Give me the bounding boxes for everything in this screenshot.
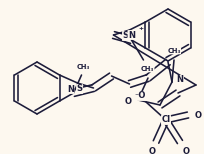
- Text: S: S: [76, 85, 82, 93]
- Text: O: O: [194, 111, 201, 120]
- Text: CH₃: CH₃: [166, 48, 180, 54]
- Text: CH₃: CH₃: [76, 64, 90, 70]
- Text: +: +: [137, 26, 142, 30]
- Text: S: S: [122, 32, 128, 41]
- Text: Cl: Cl: [161, 116, 170, 124]
- Text: N: N: [67, 85, 74, 93]
- Text: O: O: [148, 146, 155, 154]
- Text: N: N: [176, 75, 183, 85]
- Text: N: N: [127, 30, 134, 39]
- Text: ⁻O: ⁻O: [134, 91, 145, 101]
- Text: O: O: [182, 146, 188, 154]
- Text: O: O: [124, 97, 131, 107]
- Text: CH₃: CH₃: [140, 66, 153, 72]
